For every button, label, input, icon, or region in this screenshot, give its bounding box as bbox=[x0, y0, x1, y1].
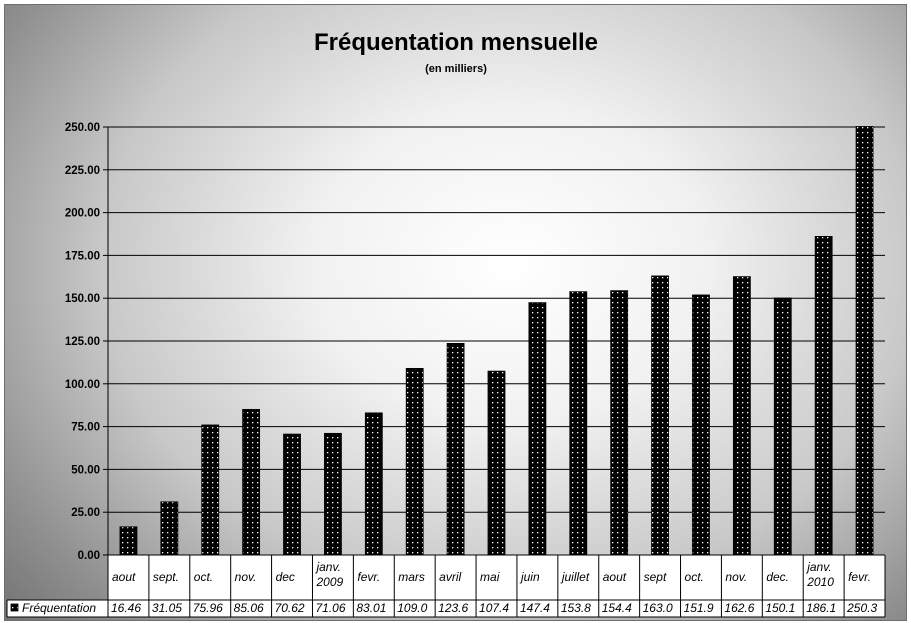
x-tick-label: mai bbox=[480, 570, 500, 584]
chart-subtitle: (en milliers) bbox=[425, 63, 487, 75]
y-tick-label: 225.00 bbox=[65, 165, 100, 177]
bar bbox=[569, 291, 588, 556]
x-tick-label: nov. bbox=[235, 570, 257, 584]
bar-chart: Fréquentation mensuelle (en milliers) 0.… bbox=[6, 29, 886, 618]
x-tick-label: nov. bbox=[725, 570, 747, 584]
bars bbox=[119, 126, 874, 556]
data-label: 16.46 bbox=[111, 601, 141, 615]
data-label: 107.4 bbox=[479, 601, 509, 615]
x-tick-label: avril bbox=[439, 570, 461, 584]
bar bbox=[692, 294, 710, 556]
data-label: 250.3 bbox=[846, 601, 877, 615]
legend-swatch bbox=[10, 603, 19, 612]
value-row bbox=[7, 600, 885, 617]
bar bbox=[487, 370, 506, 556]
bar bbox=[119, 526, 138, 556]
bar bbox=[732, 276, 751, 556]
bar bbox=[446, 342, 465, 556]
x-tick-label: fevr. bbox=[848, 570, 871, 584]
x-tick-label: juillet bbox=[560, 570, 590, 584]
y-tick-label: 0.00 bbox=[78, 550, 100, 562]
data-label: 147.4 bbox=[520, 601, 550, 615]
x-tick-label: janv. bbox=[805, 560, 831, 574]
data-label: 85.06 bbox=[234, 601, 264, 615]
x-tick-label: janv. bbox=[314, 560, 340, 574]
y-tick-label: 100.00 bbox=[65, 379, 100, 391]
y-tick-label: 200.00 bbox=[65, 208, 100, 220]
bar bbox=[773, 297, 792, 556]
y-tick-label: 50.00 bbox=[71, 464, 100, 476]
data-label: 154.4 bbox=[602, 601, 632, 615]
y-tick-label: 150.00 bbox=[65, 293, 100, 305]
data-label: 186.1 bbox=[806, 601, 836, 615]
bar bbox=[242, 408, 261, 556]
y-tick-label: 250.00 bbox=[65, 122, 100, 134]
x-tick-label: dec bbox=[276, 570, 295, 584]
x-tick-label: dec. bbox=[766, 570, 789, 584]
data-label: 83.01 bbox=[356, 601, 386, 615]
chart-frame: Fréquentation mensuelle (en milliers) 0.… bbox=[4, 4, 907, 621]
bar bbox=[283, 433, 301, 556]
data-label: 31.05 bbox=[152, 601, 182, 615]
bar bbox=[528, 302, 547, 556]
bar bbox=[324, 432, 342, 556]
x-tick-label: aout bbox=[112, 570, 136, 584]
y-axis-ticks: 0.00 25.00 50.00 75.00 100.00 125.00 150.00 175… bbox=[65, 122, 100, 562]
bar bbox=[651, 275, 669, 556]
bar bbox=[814, 235, 833, 556]
data-label: 75.96 bbox=[193, 601, 223, 615]
x-tick-label: sept bbox=[644, 570, 667, 584]
bar bbox=[610, 290, 629, 556]
data-label: 162.6 bbox=[724, 601, 754, 615]
data-label: 123.6 bbox=[438, 601, 468, 615]
x-tick-label: oct. bbox=[194, 570, 213, 584]
data-label: 109.0 bbox=[397, 601, 427, 615]
y-tick-label: 125.00 bbox=[65, 336, 100, 348]
x-tick-label: juin bbox=[519, 570, 540, 584]
x-tick-label: sept. bbox=[153, 570, 179, 584]
bar bbox=[201, 424, 220, 556]
data-label: 163.0 bbox=[643, 601, 673, 615]
x-tick-label: fevr. bbox=[357, 570, 380, 584]
x-tick-label: 2010 bbox=[806, 575, 834, 589]
x-tick-label: mars bbox=[398, 570, 425, 584]
y-tick-label: 75.00 bbox=[71, 422, 100, 434]
x-tick-label: oct. bbox=[685, 570, 704, 584]
x-tick-label: aout bbox=[603, 570, 627, 584]
bar bbox=[160, 501, 179, 556]
data-label: 150.1 bbox=[765, 601, 795, 615]
data-label: 151.9 bbox=[684, 601, 714, 615]
chart-title: Fréquentation mensuelle bbox=[314, 29, 598, 56]
data-label: 71.06 bbox=[315, 601, 345, 615]
data-label: 70.62 bbox=[275, 601, 305, 615]
y-tick-label: 175.00 bbox=[65, 250, 100, 262]
y-tick-label: 25.00 bbox=[71, 507, 100, 519]
bar bbox=[405, 367, 424, 556]
category-row bbox=[108, 555, 885, 600]
legend-label: Fréquentation bbox=[22, 601, 96, 615]
bar bbox=[364, 412, 383, 556]
x-tick-label: 2009 bbox=[315, 575, 343, 589]
data-label: 153.8 bbox=[561, 601, 591, 615]
bar bbox=[855, 126, 874, 556]
